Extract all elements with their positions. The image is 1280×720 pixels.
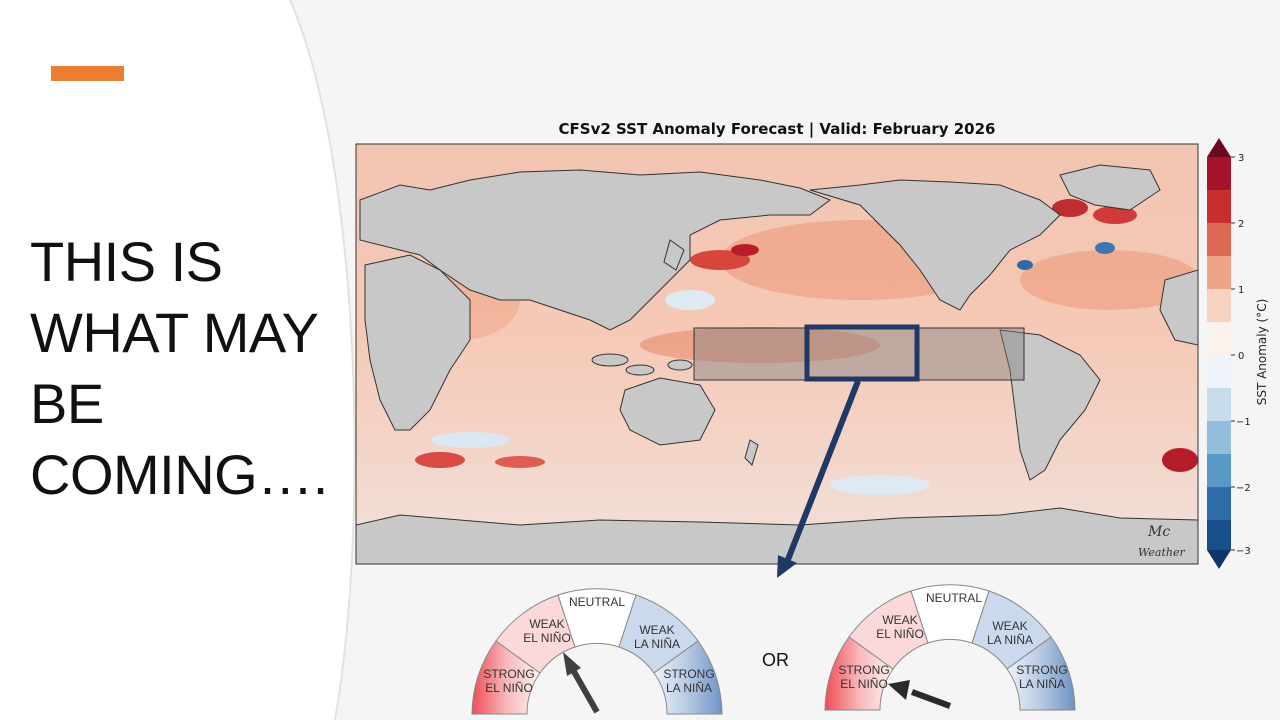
or-label: OR: [762, 650, 789, 670]
colorbar-tick: −3: [1236, 546, 1251, 557]
colorbar-tick: −1: [1236, 417, 1251, 428]
gauge1-label-neutral: NEUTRAL: [569, 595, 625, 609]
headline-line: BE: [30, 372, 104, 435]
gauge2-needle: [888, 680, 952, 709]
gauge2-label-weak-el-nino: EL NIÑO: [876, 627, 924, 641]
nino34-highlight-box: [804, 324, 920, 382]
pointer-arrow-head: [777, 555, 797, 578]
enso-gauge-1: STRONG EL NIÑO WEAK EL NIÑO NEUTRAL WEAK…: [471, 588, 723, 715]
gauge2-label-neutral: NEUTRAL: [926, 591, 982, 605]
map-title: CFSv2 SST Anomaly Forecast | Valid: Febr…: [558, 120, 996, 138]
colorbar-label: SST Anomaly (°C): [1255, 298, 1269, 406]
gauge1-label-weak-la-nina: LA NIÑA: [634, 637, 680, 651]
map-panel: Mc Weather: [356, 144, 1198, 564]
colorbar: 3 2 1 0 −1 −2 −3: [1207, 138, 1251, 569]
gauge2-label-weak-la-nina: WEAK: [992, 619, 1027, 633]
colorbar-tick: 0: [1238, 351, 1244, 362]
gauge1-label-strong-la-nina: LA NIÑA: [666, 681, 712, 695]
gauge2-label-strong-la-nina: STRONG: [1016, 663, 1067, 677]
gauge1-label-strong-el-nino: EL NIÑO: [485, 681, 533, 695]
gauge1-label-weak-el-nino: WEAK: [529, 617, 564, 631]
headline: THIS IS WHAT MAY BE COMING….: [30, 226, 330, 510]
gauge2-label-strong-el-nino: STRONG: [838, 663, 889, 677]
gauge1-label-strong-el-nino: STRONG: [483, 667, 534, 681]
enso-gauge-2: STRONG EL NIÑO WEAK EL NIÑO NEUTRAL WEAK…: [824, 584, 1076, 711]
accent-bar: [51, 66, 124, 81]
colorbar-tick: 3: [1238, 153, 1244, 164]
colorbar-tick: 1: [1238, 285, 1244, 296]
gauge1-label-strong-la-nina: STRONG: [663, 667, 714, 681]
gauge2-label-weak-el-nino: WEAK: [882, 613, 917, 627]
headline-line: WHAT MAY: [30, 301, 319, 364]
headline-line: THIS IS: [30, 230, 223, 293]
headline-line: COMING….: [30, 443, 328, 506]
gauge1-needle: [563, 652, 600, 714]
gauge1-label-weak-la-nina: WEAK: [639, 623, 674, 637]
gauge1-label-weak-el-nino: EL NIÑO: [523, 631, 571, 645]
pointer-arrow-line: [784, 379, 861, 564]
gauge2-label-weak-la-nina: LA NIÑA: [987, 633, 1033, 647]
colorbar-tick: −2: [1236, 483, 1251, 494]
nino-region-box: [693, 327, 1025, 381]
watermark-top: Mc: [1147, 524, 1170, 540]
watermark-bottom: Weather: [1138, 546, 1185, 559]
colorbar-tick: 2: [1238, 219, 1244, 230]
gauge2-label-strong-el-nino: EL NIÑO: [840, 677, 888, 691]
map-frame: [355, 143, 1199, 565]
gauge2-label-strong-la-nina: LA NIÑA: [1019, 677, 1065, 691]
